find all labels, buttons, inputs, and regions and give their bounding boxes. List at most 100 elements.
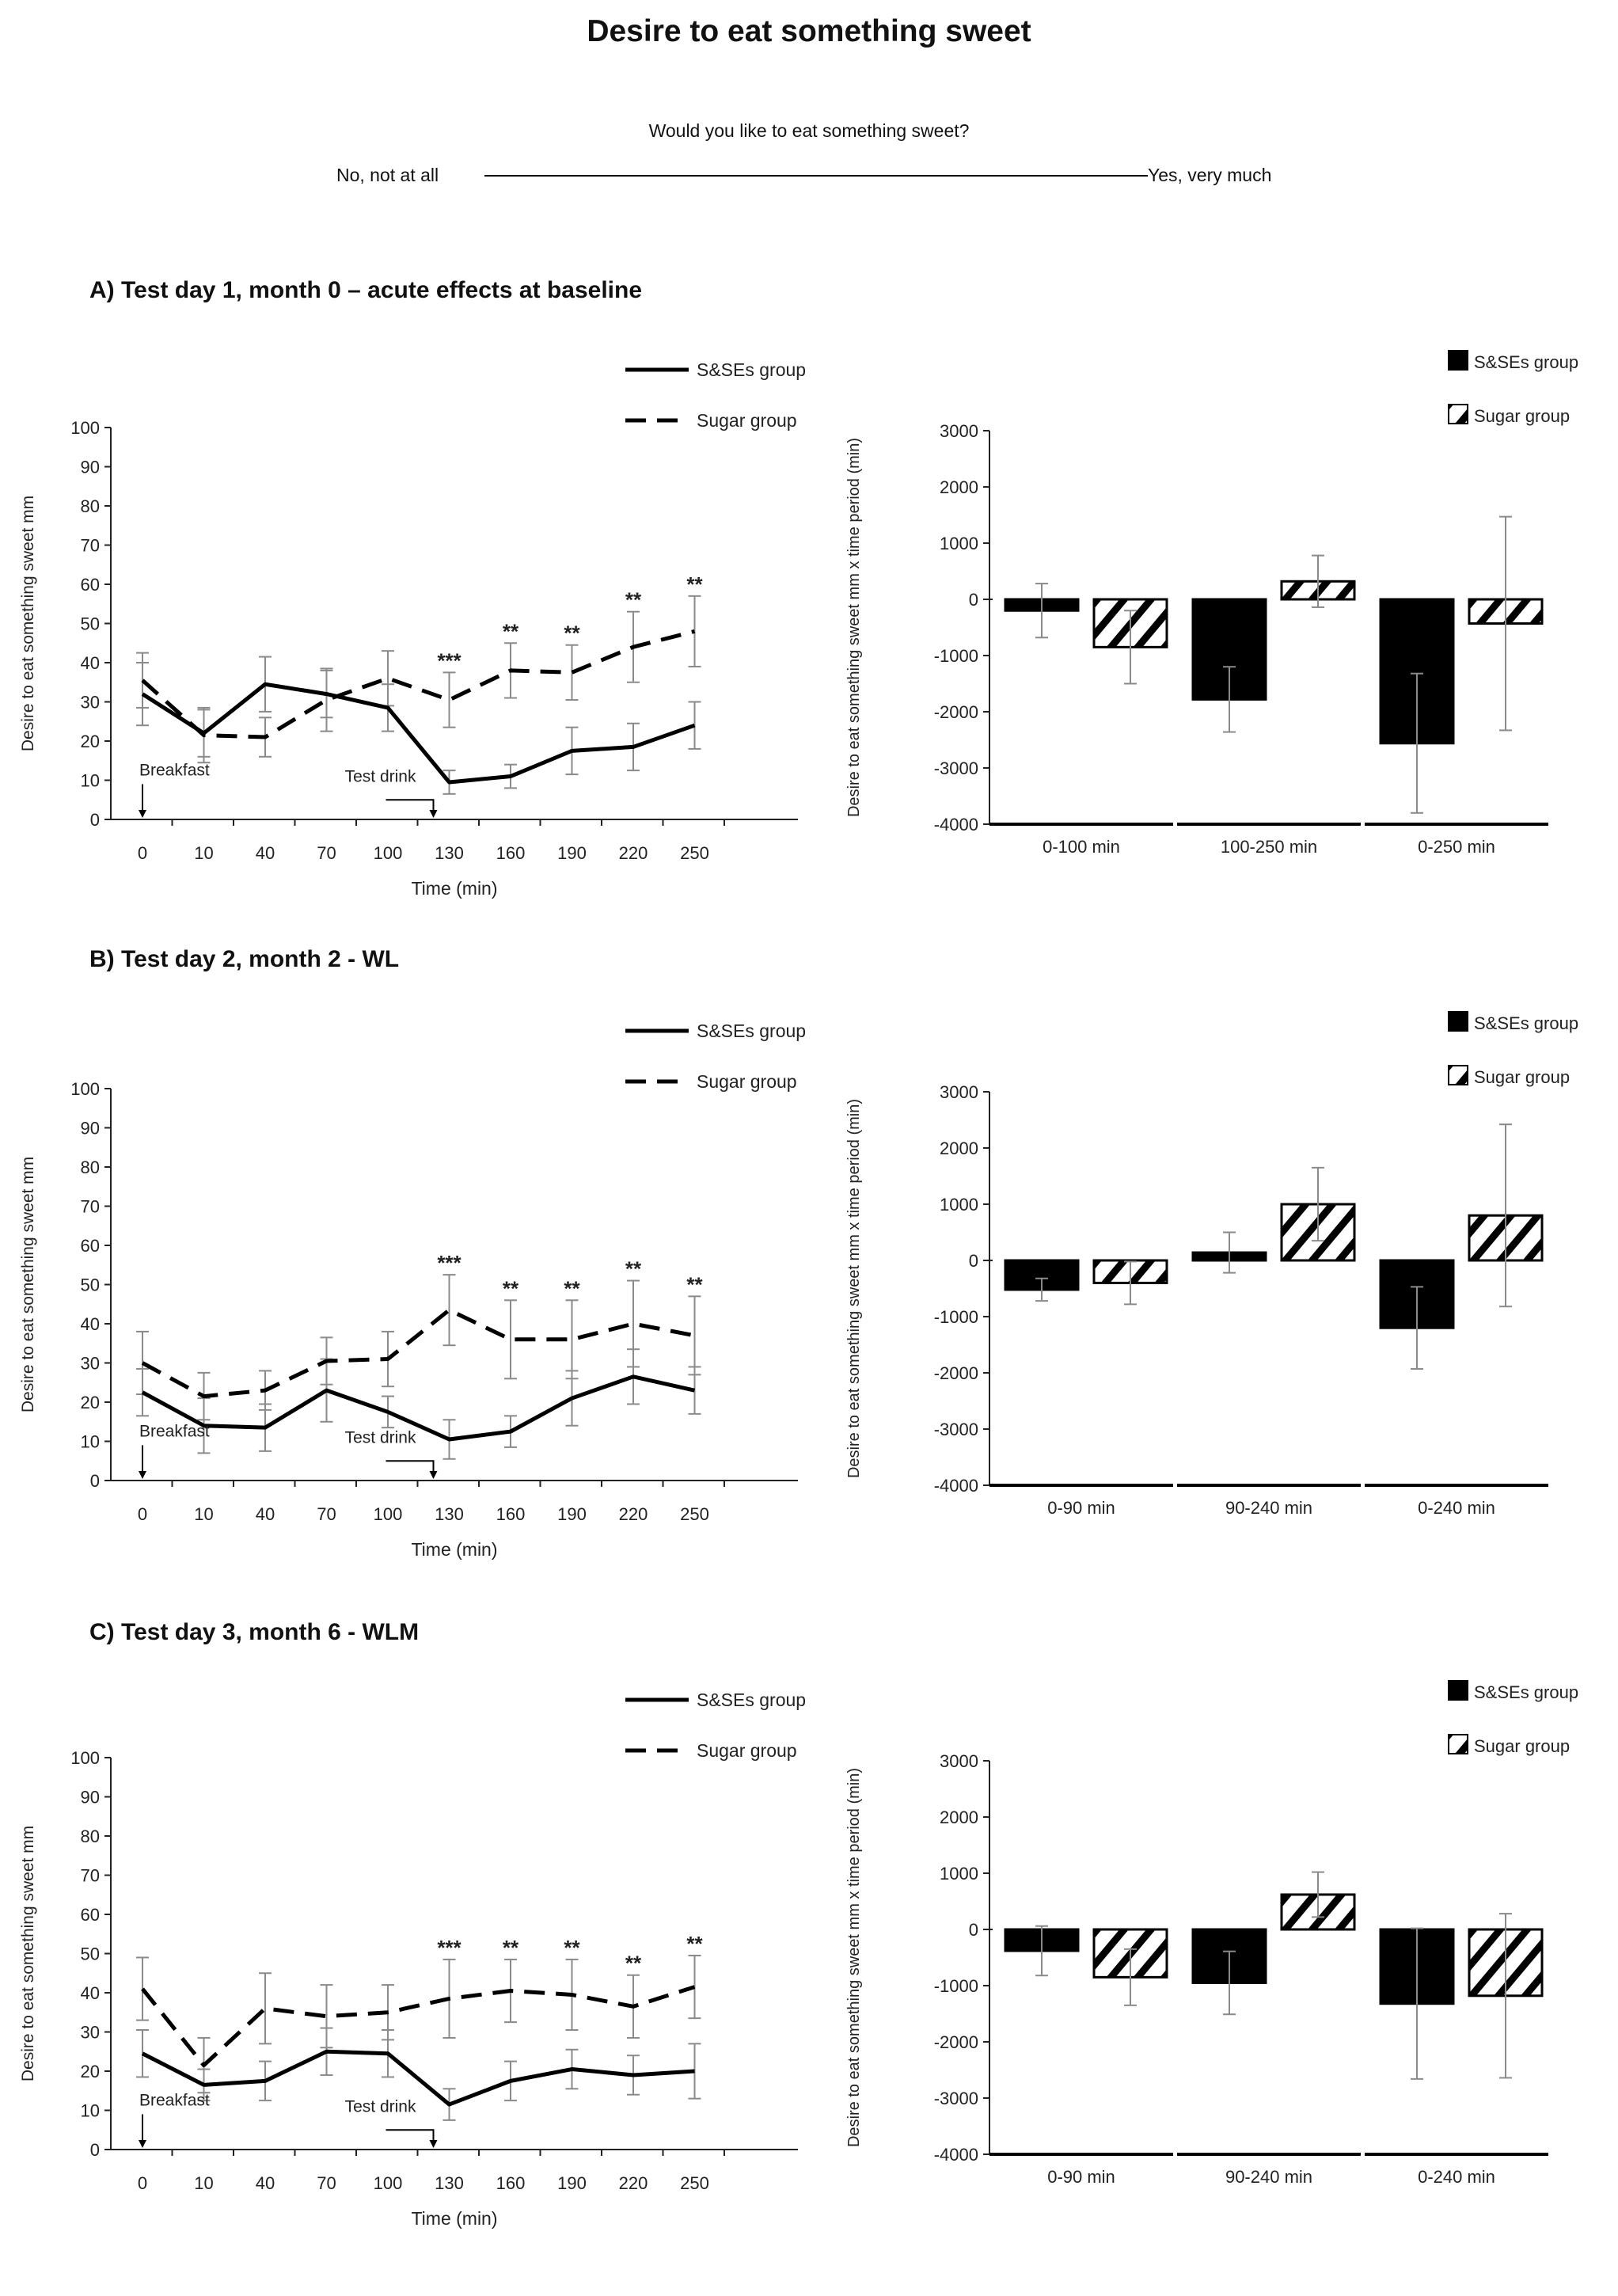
x-tick-label: 160: [496, 843, 526, 863]
test-drink-arrow: [386, 799, 435, 816]
x-tick-label: 190: [557, 1504, 587, 1524]
breakfast-arrowhead: [139, 1471, 146, 1479]
x-tick-label: 0: [138, 1504, 147, 1524]
bar-y-tick-label: -3000: [934, 758, 978, 778]
y-tick-label: 30: [81, 2023, 100, 2043]
x-tick-label: 220: [619, 2173, 648, 2193]
bar-y-tick-label: 0: [969, 1920, 978, 1940]
y-tick-label: 50: [81, 1275, 100, 1295]
y-tick-label: 50: [81, 614, 100, 634]
x-tick-label: 0: [138, 843, 147, 863]
significance-mark: **: [625, 1257, 642, 1281]
bar-y-tick-label: -4000: [934, 2145, 978, 2165]
y-tick-label: 80: [81, 496, 100, 516]
legend-label: S&SEs group: [697, 1690, 806, 1710]
significance-mark: ***: [437, 1936, 461, 1960]
y-axis-label: Desire to eat something sweet mm: [19, 1826, 37, 2081]
x-tick-label: 160: [496, 2173, 526, 2193]
legend-label: Sugar group: [1474, 1736, 1570, 1756]
y-tick-label: 70: [81, 1197, 100, 1217]
bar-y-tick-label: -1000: [934, 1307, 978, 1327]
y-tick-label: 100: [70, 418, 100, 438]
bar-category-label: 100-250 min: [1221, 837, 1317, 857]
vas-question: Would you like to eat something sweet?: [648, 120, 970, 141]
x-tick-label: 250: [680, 1504, 709, 1524]
series-line-ssses: [141, 2049, 695, 2107]
legend-swatch: [1448, 1011, 1468, 1032]
x-tick-label: 10: [194, 843, 213, 863]
test-drink-arrowhead: [429, 810, 438, 818]
panel-title-c: C) Test day 3, month 6 - WLM: [89, 1619, 420, 1645]
x-axis-label: Time (min): [411, 2208, 497, 2229]
x-tick-label: 100: [374, 1504, 403, 1524]
x-axis-label: Time (min): [411, 878, 497, 899]
bar-y-tick-label: 2000: [940, 477, 978, 497]
y-tick-label: 40: [81, 1983, 100, 2003]
bar-y-tick-label: 2000: [940, 1138, 978, 1158]
breakfast-arrowhead: [139, 810, 146, 818]
y-tick-label: 10: [81, 1432, 100, 1452]
x-tick-label: 70: [317, 843, 336, 863]
series-line-sugar: [141, 1985, 696, 2068]
y-tick-label: 0: [90, 2140, 100, 2160]
test-drink-annotation: Test drink: [345, 2098, 416, 2116]
bar-category-label: 90-240 min: [1225, 2167, 1312, 2187]
y-tick-label: 20: [81, 2062, 100, 2081]
y-tick-label: 10: [81, 2101, 100, 2121]
breakfast-annotation: Breakfast: [139, 1423, 210, 1441]
x-axis-label: Time (min): [411, 1539, 497, 1560]
y-tick-label: 60: [81, 575, 100, 595]
bar-category-label: 0-250 min: [1418, 837, 1495, 857]
x-tick-label: 100: [374, 2173, 403, 2193]
y-tick-label: 40: [81, 653, 100, 673]
legend-label: S&SEs group: [697, 359, 806, 380]
y-tick-label: 0: [90, 810, 100, 830]
bar-y-tick-label: -2000: [934, 1363, 978, 1383]
breakfast-annotation: Breakfast: [139, 2092, 210, 2110]
y-tick-label: 0: [90, 1471, 100, 1491]
y-tick-label: 70: [81, 536, 100, 556]
panel-title-b: B) Test day 2, month 2 - WL: [89, 946, 400, 972]
y-tick-label: 90: [81, 458, 100, 477]
test-drink-arrowhead: [429, 2140, 438, 2148]
y-tick-label: 60: [81, 1236, 100, 1256]
test-drink-arrow: [386, 2129, 435, 2146]
x-tick-label: 10: [194, 1504, 213, 1524]
legend-label: Sugar group: [697, 1740, 797, 1761]
significance-mark: **: [564, 1276, 580, 1300]
bar-y-tick-label: 1000: [940, 1864, 978, 1884]
legend-swatch: [1448, 1065, 1468, 1085]
y-tick-label: 20: [81, 732, 100, 751]
x-tick-label: 130: [435, 1504, 464, 1524]
y-axis-label: Desire to eat something sweet mm: [19, 496, 37, 751]
legend-label: S&SEs group: [1474, 1682, 1578, 1702]
x-tick-label: 70: [317, 2173, 336, 2193]
y-tick-label: 20: [81, 1393, 100, 1412]
figure-title: Desire to eat something sweet: [587, 14, 1031, 48]
significance-mark: **: [625, 1952, 642, 1975]
y-tick-label: 100: [70, 1748, 100, 1768]
x-tick-label: 190: [557, 843, 587, 863]
bar-y-tick-label: -4000: [934, 815, 978, 834]
y-axis-label: Desire to eat something sweet mm: [19, 1157, 37, 1412]
significance-mark: **: [625, 588, 642, 612]
legend-label: Sugar group: [697, 1071, 797, 1092]
legend-label: S&SEs group: [1474, 1013, 1578, 1033]
x-tick-label: 100: [374, 843, 403, 863]
y-tick-label: 30: [81, 693, 100, 713]
bar-y-tick-label: 0: [969, 1251, 978, 1271]
test-drink-arrow: [386, 1460, 435, 1477]
bar-y-tick-label: -2000: [934, 2032, 978, 2052]
x-tick-label: 0: [138, 2173, 147, 2193]
legend-swatch: [1448, 350, 1468, 371]
y-tick-label: 90: [81, 1788, 100, 1808]
vas-left-anchor: No, not at all: [336, 165, 439, 185]
y-tick-label: 60: [81, 1905, 100, 1925]
bar-y-tick-label: 3000: [940, 1082, 978, 1102]
bar-y-tick-label: -1000: [934, 1976, 978, 1996]
bar-y-axis-label: Desire to eat something sweet mm x time …: [845, 1768, 863, 2147]
bar-category-label: 90-240 min: [1225, 1498, 1312, 1518]
